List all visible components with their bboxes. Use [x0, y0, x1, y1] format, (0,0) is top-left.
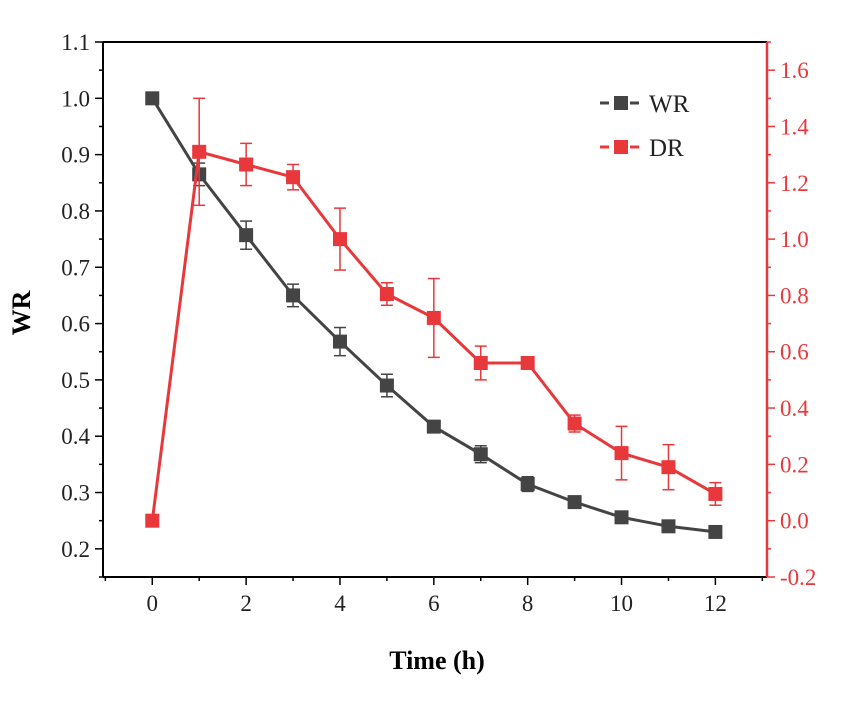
- right-axis: -0.2 0.0 0.2 0.4 0.6 0.8 1.0 1.2 1.4 1.6: [767, 41, 816, 590]
- dr-point: [567, 416, 582, 431]
- right-tick-label: 1.4: [780, 114, 809, 139]
- dr-point: [192, 144, 207, 159]
- wr-point: [239, 228, 254, 243]
- wr-point: [661, 519, 676, 534]
- wr-point: [145, 91, 160, 106]
- wr-point: [379, 378, 394, 393]
- dr-point: [332, 232, 347, 247]
- bottom-axis: 0 2 4 6 8 10 12: [104, 577, 764, 616]
- dr-point: [473, 356, 488, 370]
- left-tick-label: 0.9: [61, 143, 90, 168]
- right-tick-label: 0.8: [780, 283, 809, 308]
- left-axis: 0.2 0.3 0.4 0.5 0.6 0.7 0.8 0.9 1.0 1.1: [61, 30, 103, 578]
- right-tick-label: 1.2: [780, 171, 809, 196]
- right-tick-label: 1.6: [780, 58, 809, 83]
- wr-point: [473, 447, 488, 462]
- right-tick-label: 0.0: [780, 509, 809, 534]
- dr-point: [614, 446, 629, 461]
- dr-point: [520, 356, 535, 370]
- legend-dr-label: DR: [649, 135, 684, 162]
- right-tick-label: 0.6: [780, 340, 809, 365]
- dr-series: [145, 97, 723, 528]
- wr-series: [145, 91, 723, 539]
- right-tick-label: 1.0: [780, 227, 809, 252]
- dr-point: [239, 157, 254, 172]
- left-tick-label: 0.6: [61, 312, 90, 337]
- plot-frame: [102, 41, 769, 578]
- dr-point: [426, 310, 441, 325]
- legend-dr-marker: [614, 140, 628, 154]
- dr-point: [661, 460, 676, 475]
- wr-point: [567, 495, 582, 510]
- wr-point: [286, 288, 301, 303]
- left-tick-label: 0.4: [61, 424, 90, 449]
- dr-point: [286, 170, 301, 185]
- x-tick-label: 8: [522, 591, 534, 616]
- x-axis-title: Time (h): [389, 646, 485, 675]
- right-tick-label: -0.2: [780, 565, 816, 590]
- x-tick-label: 10: [610, 591, 633, 616]
- y-axis-title: WR: [7, 290, 36, 335]
- left-tick-label: 0.8: [61, 199, 90, 224]
- wr-point: [520, 477, 535, 492]
- wr-point: [426, 419, 441, 434]
- x-tick-label: 2: [240, 591, 252, 616]
- legend-wr-label: WR: [649, 91, 690, 118]
- x-tick-label: 0: [147, 591, 159, 616]
- left-tick-label: 0.7: [61, 255, 90, 280]
- wr-point: [614, 510, 629, 525]
- x-tick-label: 12: [704, 591, 727, 616]
- x-tick-label: 4: [334, 591, 346, 616]
- right-tick-label: 0.2: [780, 452, 809, 477]
- right-tick-label: 0.4: [780, 396, 809, 421]
- dr-point: [145, 513, 160, 528]
- left-tick-label: 1.1: [61, 30, 90, 55]
- left-tick-label: 0.2: [61, 537, 90, 562]
- left-tick-label: 0.5: [61, 368, 90, 393]
- wr-point: [708, 524, 723, 539]
- wr-point: [332, 334, 347, 349]
- dr-point: [379, 287, 394, 302]
- legend-wr-marker: [614, 96, 628, 110]
- dr-point: [708, 486, 723, 501]
- left-tick-label: 0.3: [61, 481, 90, 506]
- legend: WR DR: [600, 91, 690, 162]
- left-tick-label: 1.0: [61, 86, 90, 111]
- series-layer: [145, 91, 723, 539]
- x-tick-label: 6: [428, 591, 440, 616]
